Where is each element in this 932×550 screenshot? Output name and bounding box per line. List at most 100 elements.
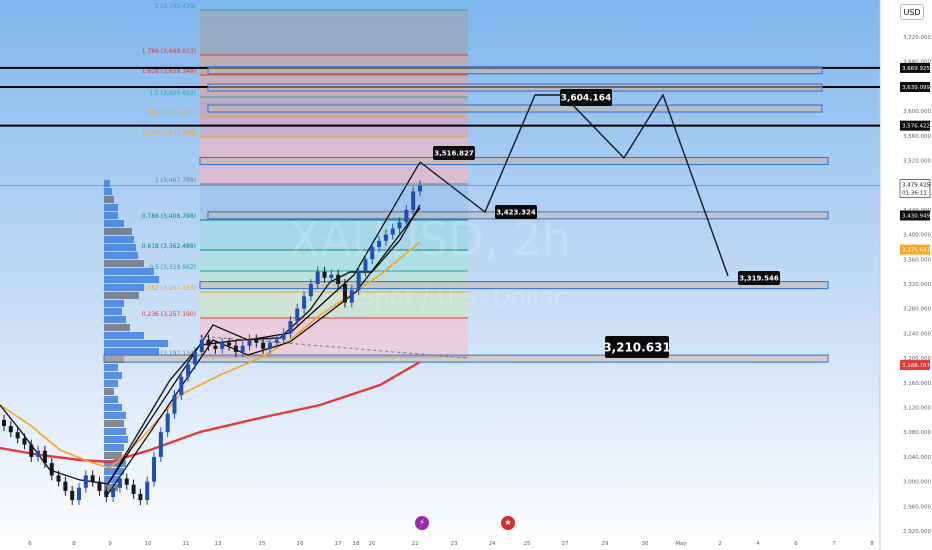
current-price-tag <box>899 179 931 198</box>
candle-body <box>131 484 136 494</box>
candle-body <box>104 490 109 498</box>
candle-body <box>70 490 75 501</box>
volume-profile-bar <box>104 260 144 267</box>
candle-body <box>363 259 368 272</box>
x-axis-tick-label: 17 <box>335 541 342 547</box>
candle-body <box>411 191 416 210</box>
candle-body <box>56 475 61 482</box>
fib-band <box>200 250 468 271</box>
price-callout-label: 3,423.324 <box>496 209 536 217</box>
volume-profile-bar <box>104 196 114 203</box>
volume-profile-bar <box>104 420 124 427</box>
supply-demand-zone <box>103 354 829 363</box>
y-axis-tick-label: 3,280.000 <box>903 307 931 313</box>
volume-profile-bar <box>104 292 139 299</box>
price-tag <box>900 244 930 255</box>
x-axis-tick-label: 2 <box>718 541 722 547</box>
y-axis-tick-label: 3,240.000 <box>903 331 931 337</box>
fib-level-label: 0 (3,192.134) <box>155 350 196 357</box>
x-axis-tick-label: 8 <box>870 541 874 547</box>
price-tag-label: 3,576.422 <box>902 124 930 130</box>
y-axis-tick-label: 3,720.000 <box>903 35 931 41</box>
candle-body <box>15 432 20 439</box>
candle-body <box>22 438 27 445</box>
volume-profile-bar <box>104 220 124 227</box>
x-axis-tick-label: 16 <box>297 541 304 547</box>
fib-level-label: 0.618 (3,362.489) <box>142 243 196 250</box>
y-axis-tick-label: 3,360.000 <box>903 257 931 263</box>
price-tag <box>900 81 930 92</box>
volume-profile-bar <box>104 212 118 219</box>
candle-body <box>349 290 354 303</box>
x-axis-tick-label: 29 <box>602 541 609 547</box>
candle-body <box>158 432 163 457</box>
candle-body <box>281 333 286 340</box>
candle-body <box>206 339 211 346</box>
candle-body <box>111 487 116 498</box>
candle-body <box>29 444 34 457</box>
volume-profile-bar <box>104 188 112 195</box>
x-axis-tick-label: 18 <box>353 541 360 547</box>
price-callout-box <box>433 146 475 160</box>
volume-profile-bar <box>104 268 154 275</box>
x-axis-tick-label: 10 <box>145 541 152 547</box>
volume-profile-bar <box>104 388 114 395</box>
volume-profile-bar <box>104 404 122 411</box>
fib-level-label: 0.382 (3,297.435) <box>142 285 196 292</box>
fib-level-label: 0.5 (3,329.962) <box>149 264 196 271</box>
candle-body <box>370 246 375 260</box>
y-axis-tick-label: 3,200.000 <box>903 356 931 362</box>
x-axis-tick-label: 6 <box>28 541 32 547</box>
volume-profile-bar <box>104 396 118 403</box>
price-callout-box <box>605 336 669 358</box>
candle-body <box>227 342 232 346</box>
supply-demand-zone <box>207 104 823 113</box>
candle-body <box>390 228 395 235</box>
fib-level-label: 1 (3,467.788) <box>155 177 196 184</box>
us-flag-icon[interactable]: ★ <box>501 516 515 530</box>
candle-body <box>138 493 143 501</box>
candle-body <box>322 271 327 278</box>
fib-level-label: 0.236 (3,257.190) <box>142 311 196 318</box>
candle-body <box>329 274 334 278</box>
fib-level-label: 1.5 (3,605.613) <box>149 90 196 97</box>
candle-body <box>383 234 388 241</box>
currency-button[interactable]: USD <box>900 4 924 20</box>
candle-body <box>404 209 409 223</box>
fib-level-label: 1.382 (3,573.411) <box>142 109 196 116</box>
candle-body <box>213 345 218 349</box>
candle-body <box>77 487 82 501</box>
earnings-icon[interactable]: ⚡ <box>415 516 429 530</box>
moving-average-slow <box>0 360 421 464</box>
fib-level-label: 1.618 (3,659.348) <box>142 68 196 75</box>
fib-level-label: 1.272 (3,540.796) <box>142 130 196 137</box>
candle-body <box>179 376 184 396</box>
price-tag <box>900 120 930 131</box>
supply-demand-zone <box>199 157 829 165</box>
candle-body <box>165 413 170 433</box>
watermark-symbol: XAUUSD, 2h <box>289 212 572 266</box>
volume-profile-bar <box>104 340 168 347</box>
fib-band <box>200 10 468 55</box>
supply-demand-zone <box>199 281 829 290</box>
volume-profile-bar <box>104 380 118 387</box>
candle-body <box>295 308 300 322</box>
candle-body <box>336 274 341 284</box>
price-tag <box>900 360 930 371</box>
price-callout-label: 3,604.164 <box>561 94 612 104</box>
price-tag <box>900 62 930 73</box>
volume-profile-bar <box>104 452 122 459</box>
candle-body <box>247 339 252 346</box>
volume-profile-bar <box>104 364 118 371</box>
x-axis-tick-label: 27 <box>562 541 569 547</box>
volume-profile-bar <box>104 476 120 483</box>
candle-body <box>418 185 422 192</box>
x-axis-tick-label: 25 <box>524 541 531 547</box>
y-axis-tick-label: 2,960.000 <box>903 504 931 510</box>
x-axis-tick-label: 4 <box>756 541 760 547</box>
candle-body <box>199 339 204 352</box>
candle-body <box>233 345 238 352</box>
price-tag-label: 3,375.641 <box>902 248 930 254</box>
